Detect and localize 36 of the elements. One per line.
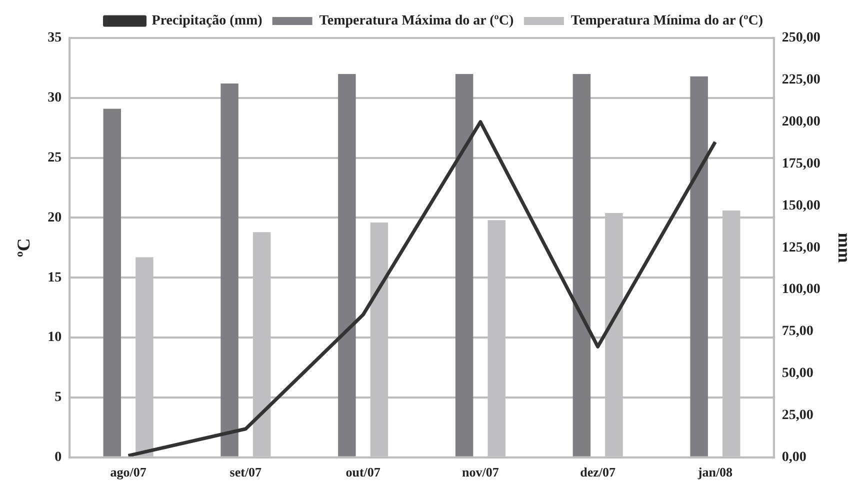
y-axis-title: ºC <box>13 238 34 258</box>
y-tick-label: 35 <box>48 30 62 46</box>
y2-tick-label: 125,00 <box>782 240 820 256</box>
y-tick-label: 10 <box>48 330 62 346</box>
bar <box>690 76 708 456</box>
x-tick-label: out/07 <box>346 464 381 480</box>
bar <box>572 74 591 456</box>
x-tick-label: nov/07 <box>462 464 500 480</box>
y2-tick-label: 200,00 <box>782 114 820 130</box>
y2-axis-title: mm <box>834 232 855 263</box>
y-tick-label: 0 <box>54 450 62 466</box>
y-tick-label: 5 <box>54 390 62 406</box>
y2-tick-label: 150,00 <box>782 198 820 214</box>
y2-tick-label: 100,00 <box>782 282 820 298</box>
y2-tick-label: 250,00 <box>782 30 820 46</box>
bar <box>338 74 356 456</box>
x-tick-label: dez/07 <box>580 464 616 480</box>
x-tick-label: jan/08 <box>696 464 734 480</box>
legend-label: Temperatura Mínima do ar (ºC) <box>570 14 764 29</box>
legend-label: Precipitação (mm) <box>152 14 263 29</box>
bar <box>455 74 474 456</box>
y2-tick-label: 50,00 <box>782 366 814 382</box>
y2-tick-label: 25,00 <box>782 408 814 424</box>
y2-tick-label: 0,00 <box>782 450 806 466</box>
y-tick-label: 25 <box>48 150 62 166</box>
y-tick-label: 20 <box>48 210 62 226</box>
x-tick-label: ago/07 <box>110 464 147 480</box>
x-tick-label: set/07 <box>230 464 262 480</box>
y2-tick-label: 225,00 <box>782 72 820 88</box>
y2-tick-label: 175,00 <box>782 156 820 172</box>
bar <box>220 84 238 456</box>
legend-label: Temperatura Máxima do ar (ºC) <box>319 14 514 29</box>
y-tick-label: 30 <box>48 90 62 106</box>
y-tick-label: 15 <box>48 270 62 286</box>
bar <box>103 108 122 456</box>
y2-tick-label: 75,00 <box>782 324 814 340</box>
